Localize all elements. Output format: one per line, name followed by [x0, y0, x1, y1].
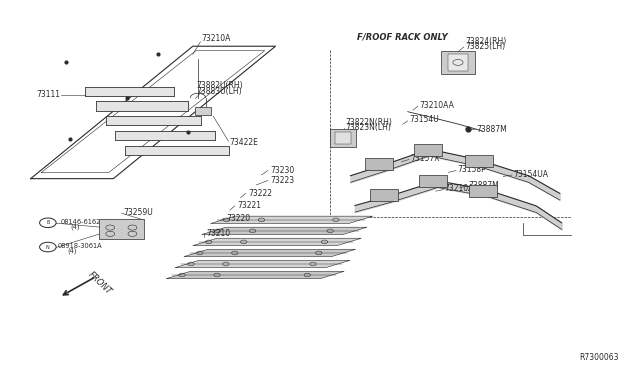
Text: 73158P: 73158P — [458, 165, 486, 174]
Text: (4): (4) — [70, 223, 79, 230]
Polygon shape — [211, 216, 372, 224]
FancyBboxPatch shape — [369, 189, 397, 201]
Text: 73824(RH): 73824(RH) — [465, 37, 506, 46]
Polygon shape — [184, 249, 356, 257]
FancyBboxPatch shape — [330, 129, 356, 147]
Text: 73887M: 73887M — [468, 181, 500, 190]
Text: 08146-6162H: 08146-6162H — [61, 219, 106, 225]
Text: B: B — [46, 220, 49, 225]
Text: 73220: 73220 — [226, 214, 250, 223]
Text: 73825(LH): 73825(LH) — [465, 42, 505, 51]
Text: 73230: 73230 — [271, 166, 294, 175]
Text: 73822N(RH): 73822N(RH) — [346, 118, 392, 127]
FancyBboxPatch shape — [335, 132, 351, 144]
FancyBboxPatch shape — [195, 107, 211, 115]
Polygon shape — [175, 260, 350, 268]
Text: 73221: 73221 — [237, 201, 261, 210]
FancyBboxPatch shape — [419, 175, 447, 187]
FancyBboxPatch shape — [106, 116, 201, 125]
Text: (4): (4) — [68, 248, 77, 254]
Text: F/ROOF RACK ONLY: F/ROOF RACK ONLY — [357, 32, 447, 41]
FancyBboxPatch shape — [414, 144, 442, 156]
Text: 73154UA: 73154UA — [513, 170, 548, 179]
Text: 08918-3061A: 08918-3061A — [58, 243, 102, 249]
Polygon shape — [202, 227, 367, 235]
Text: 73157X: 73157X — [410, 154, 440, 163]
Text: R7300063: R7300063 — [579, 353, 619, 362]
Text: 73222: 73222 — [248, 189, 272, 198]
Text: 73210: 73210 — [207, 228, 231, 238]
FancyBboxPatch shape — [365, 158, 393, 170]
Text: 73223: 73223 — [271, 176, 294, 185]
Polygon shape — [193, 238, 362, 246]
Text: 73823N(LH): 73823N(LH) — [346, 124, 391, 132]
FancyBboxPatch shape — [125, 145, 229, 155]
FancyBboxPatch shape — [96, 102, 188, 110]
FancyBboxPatch shape — [99, 219, 144, 239]
FancyBboxPatch shape — [448, 54, 468, 71]
Text: 73259U: 73259U — [123, 208, 153, 217]
Text: 73887M: 73887M — [476, 125, 507, 134]
Text: FRONT: FRONT — [86, 270, 113, 296]
Text: 73422E: 73422E — [230, 138, 259, 147]
Text: 73210AA: 73210AA — [419, 100, 454, 110]
FancyBboxPatch shape — [465, 155, 493, 167]
Text: 73154U: 73154U — [409, 115, 439, 124]
Polygon shape — [166, 271, 344, 279]
FancyBboxPatch shape — [84, 87, 173, 96]
FancyBboxPatch shape — [468, 185, 497, 197]
FancyBboxPatch shape — [115, 131, 215, 140]
Text: 73210A: 73210A — [445, 185, 474, 193]
Text: 73883U(LH): 73883U(LH) — [196, 87, 243, 96]
Text: 73210A: 73210A — [201, 33, 230, 43]
Text: N: N — [46, 244, 50, 250]
FancyBboxPatch shape — [442, 51, 474, 74]
Text: 73111: 73111 — [36, 90, 60, 99]
Text: 73882U(RH): 73882U(RH) — [196, 81, 243, 90]
